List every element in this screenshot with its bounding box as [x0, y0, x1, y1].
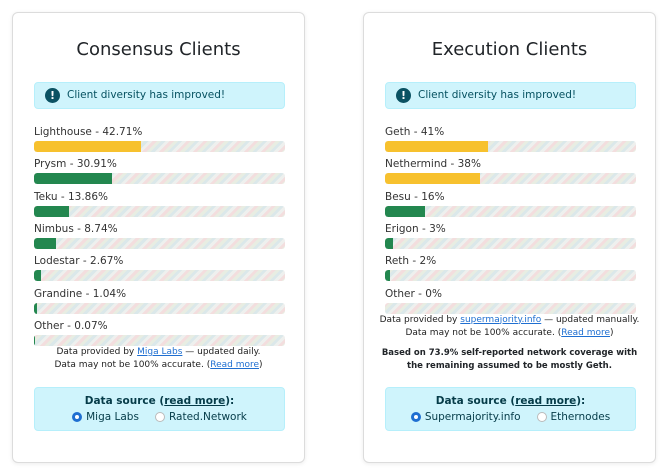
footnote-text: — updated manually. [541, 314, 640, 325]
footnote-link[interactable]: Miga Labs [137, 346, 183, 357]
client-label: Prysm - 30.91% [34, 158, 117, 171]
progress-track [34, 237, 285, 249]
alert: ! Client diversity has improved! [385, 82, 636, 109]
client-label: Reth - 2% [385, 255, 437, 268]
client-label: Other - 0.07% [34, 319, 108, 332]
option-label: Rated.Network [168, 411, 247, 423]
progress-bar [34, 141, 142, 152]
footnote: Data provided by Miga Labs — updated dai… [13, 347, 304, 357]
footnote-text: ) [259, 359, 263, 370]
alert-text: Client diversity has improved! [418, 89, 577, 101]
footnote-link[interactable]: Read more [561, 327, 611, 338]
card: Execution Clients! Client diversity has i… [363, 12, 656, 463]
source-option[interactable]: Miga Labs [72, 411, 139, 423]
source-option[interactable]: Supermajority.info [410, 411, 521, 423]
footnote-text: Data may not be 100% accurate. ( [54, 359, 211, 370]
source-text: ): [225, 395, 235, 407]
footnote-text: ) [610, 327, 614, 338]
source-options: Supermajority.info Ethernodes [386, 411, 635, 423]
source-options: Miga Labs Rated.Network [35, 411, 284, 423]
progress-track [34, 270, 285, 282]
client-label: Other - 0% [385, 287, 442, 300]
footnote-text: Data may not be 100% accurate. ( [405, 327, 562, 338]
alert: ! Client diversity has improved! [34, 82, 285, 109]
alert-text: Client diversity has improved! [67, 89, 226, 101]
source-option[interactable]: Ethernodes [536, 411, 611, 423]
progress-bar [34, 173, 112, 185]
radio-button[interactable] [72, 412, 83, 422]
progress-bar [385, 237, 393, 249]
progress-bar [34, 205, 69, 217]
data-source-title: Data source (read more): [386, 395, 635, 407]
source-text: Data source ( [84, 395, 165, 407]
client-label: Nimbus - 8.74% [34, 222, 118, 235]
client-label: Lighthouse - 42.71% [34, 126, 143, 138]
source-option[interactable]: Rated.Network [154, 411, 247, 423]
footnote-link[interactable]: Read more [210, 359, 260, 370]
option-label: Supermajority.info [424, 411, 521, 423]
data-source: Data source (read more): Supermajority.in… [385, 387, 636, 431]
info-icon: ! [396, 88, 411, 103]
source-link[interactable]: read more [515, 395, 577, 407]
card: Consensus Clients! Client diversity has i… [12, 12, 305, 463]
progress-bar [34, 237, 56, 249]
progress-track [34, 173, 285, 185]
client-label: Erigon - 3% [385, 222, 446, 235]
footnote-link[interactable]: supermajority.info [460, 314, 542, 325]
progress-track [385, 141, 636, 152]
progress-bar [385, 270, 391, 282]
coverage-note: Based on 73.9% self-reported network cov… [381, 347, 638, 371]
progress-bar [385, 173, 481, 185]
data-source-title: Data source (read more): [35, 395, 284, 407]
progress-track [385, 302, 636, 314]
radio-button[interactable] [536, 412, 547, 422]
footnote-text: — updated daily. [182, 346, 261, 357]
progress-bar [385, 205, 426, 217]
progress-track [34, 302, 285, 314]
footnote-text: Data provided by [56, 346, 138, 357]
progress-bar [385, 141, 488, 152]
progress-bar [34, 302, 37, 314]
option-label: Ethernodes [550, 411, 611, 423]
client-label: Teku - 13.86% [34, 190, 109, 203]
progress-track [385, 270, 636, 282]
radio-button[interactable] [410, 412, 421, 422]
progress-track [385, 205, 636, 217]
progress-bar [34, 270, 41, 282]
radio-button[interactable] [154, 412, 165, 422]
footnote: Data may not be 100% accurate. (Read mor… [13, 360, 304, 370]
source-text: ): [576, 395, 586, 407]
footnote-text: Data provided by [379, 314, 461, 325]
progress-track [385, 237, 636, 249]
progress-track [34, 205, 285, 217]
progress-track [385, 173, 636, 185]
progress-track [34, 141, 285, 152]
client-label: Nethermind - 38% [385, 158, 481, 171]
card-title: Consensus Clients [76, 39, 241, 60]
client-label: Grandine - 1.04% [34, 287, 127, 300]
client-label: Besu - 16% [385, 190, 445, 203]
footnote: Data provided by supermajority.info — up… [364, 315, 655, 325]
source-link[interactable]: read more [164, 395, 226, 407]
client-label: Lodestar - 2.67% [34, 255, 124, 268]
client-label: Geth - 41% [385, 126, 445, 138]
progress-track [34, 334, 285, 346]
option-label: Miga Labs [86, 411, 139, 423]
data-source: Data source (read more): Miga Labs Rated.N… [34, 387, 285, 431]
card-title: Execution Clients [431, 39, 588, 60]
info-icon: ! [45, 88, 60, 103]
footnote: Data may not be 100% accurate. (Read mor… [364, 328, 655, 338]
source-text: Data source ( [435, 395, 516, 407]
